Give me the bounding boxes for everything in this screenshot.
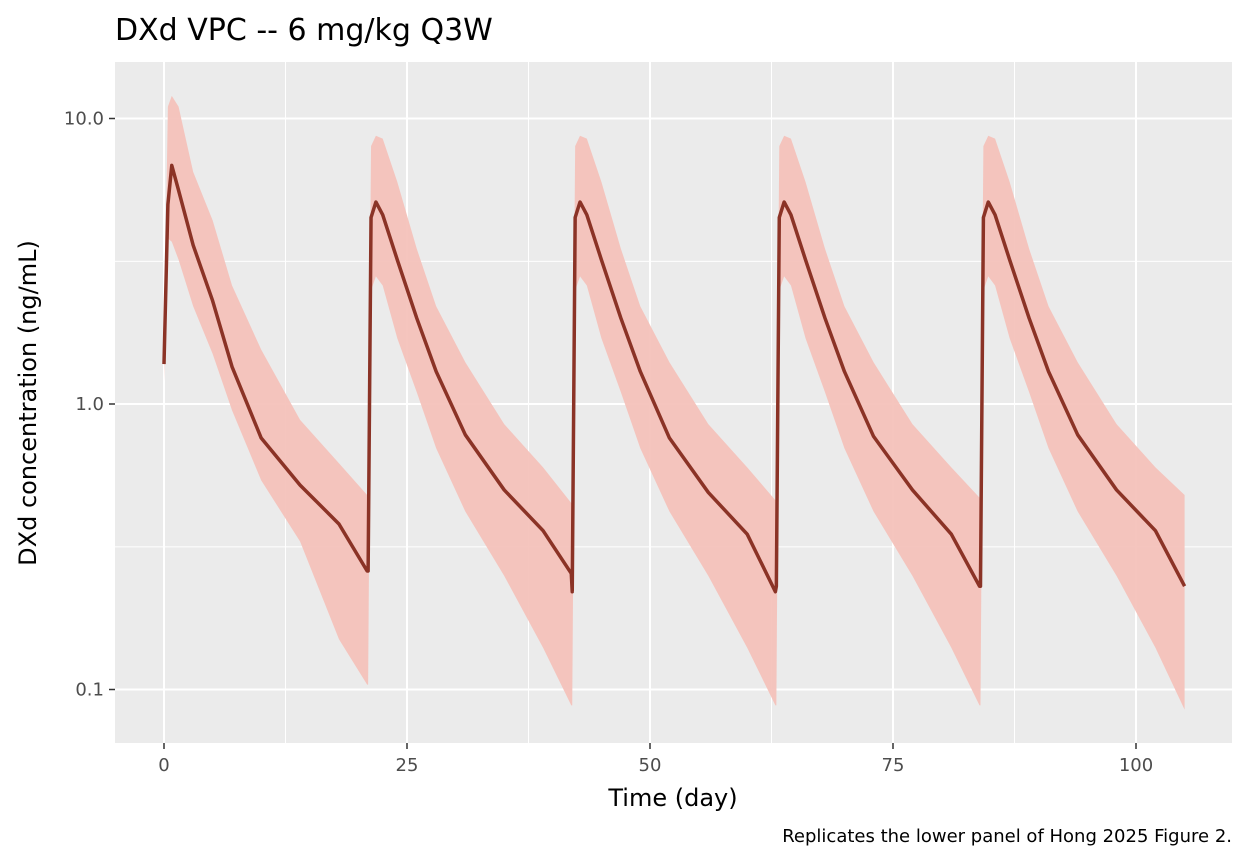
y-tick-label: 10.0: [64, 109, 104, 130]
x-tick-label: 75: [882, 755, 905, 776]
median-line: [162, 163, 1187, 594]
caption: Replicates the lower panel of Hong 2025 …: [782, 826, 1232, 847]
axis-ticks: 0 25 50 75 100 0.1 1.0 10.0: [64, 109, 1153, 777]
x-axis-label: Time (day): [607, 784, 737, 812]
chart-title: DXd VPC -- 6 mg/kg Q3W: [115, 13, 493, 48]
x-tick-label: 50: [639, 755, 662, 776]
y-tick-label: 0.1: [75, 680, 104, 701]
x-tick-label: 0: [158, 755, 169, 776]
x-tick-label: 100: [1119, 755, 1153, 776]
prediction-interval-band: [164, 95, 1185, 710]
y-axis-label: DXd concentration (ng/mL): [14, 240, 42, 566]
x-tick-label: 25: [396, 755, 419, 776]
y-tick-label: 1.0: [75, 394, 104, 415]
